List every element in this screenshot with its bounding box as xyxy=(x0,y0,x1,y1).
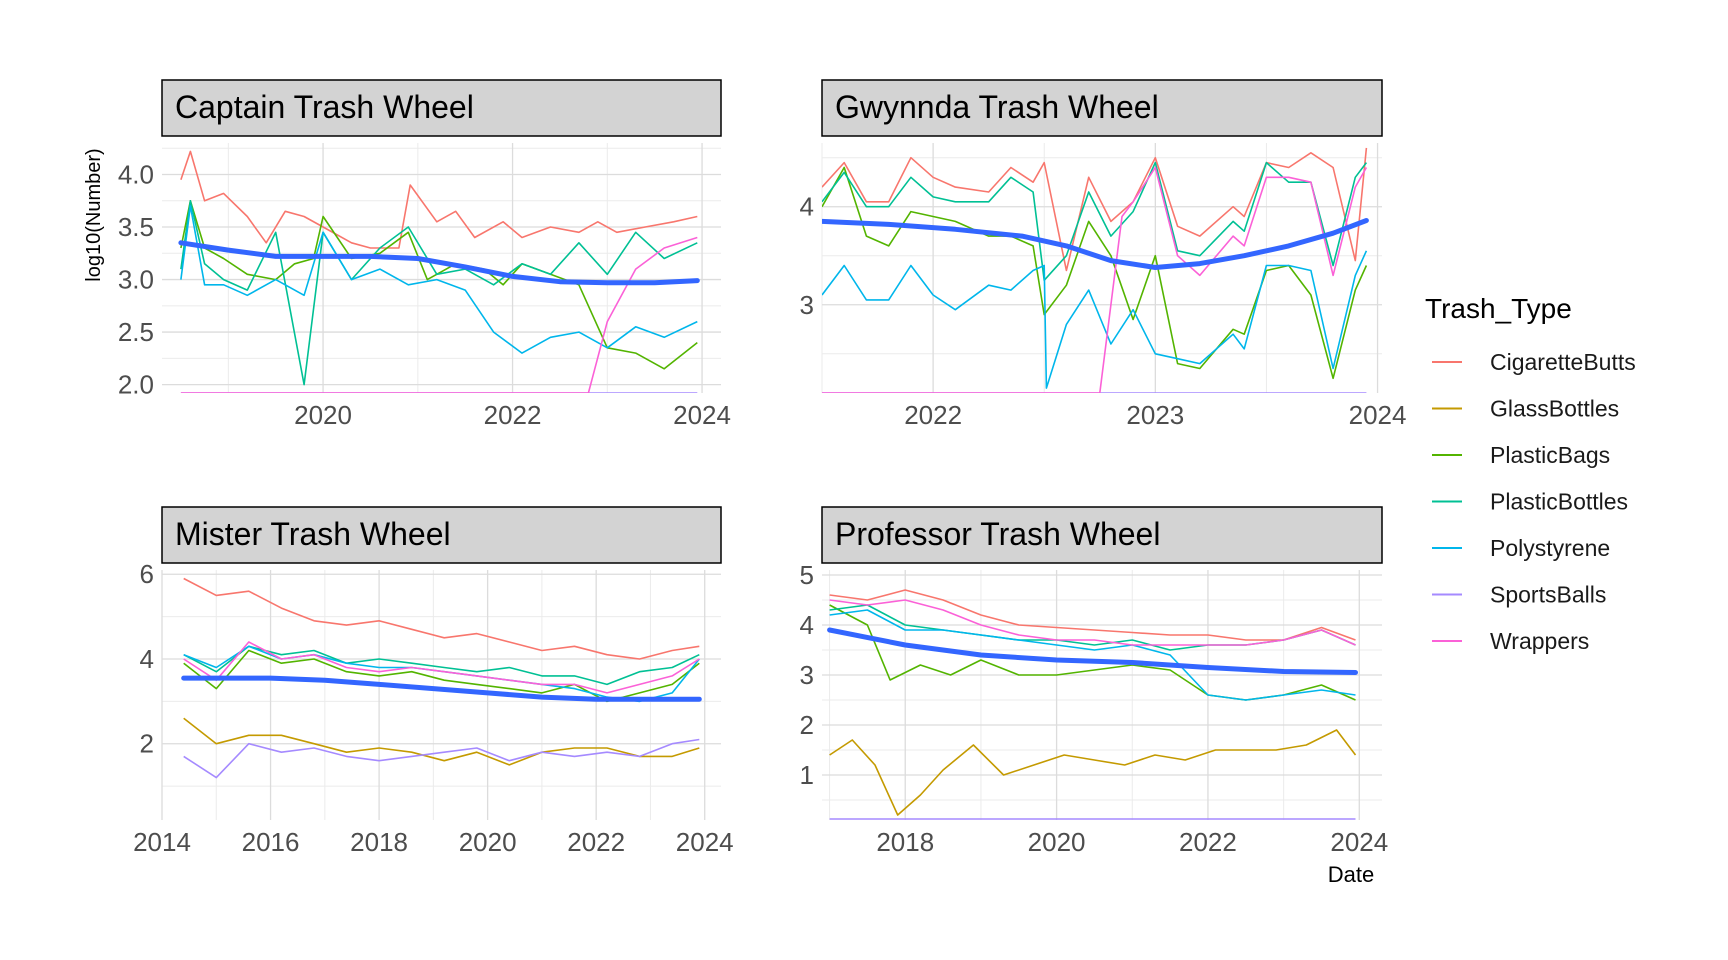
panel-0: Captain Trash Wheel 2.0 2.5 3.0 3.5 4.0 2020 20… xyxy=(118,79,731,430)
series-lines xyxy=(178,150,700,393)
major-grid xyxy=(162,143,721,393)
y-tick-label: 4 xyxy=(800,192,814,222)
strip-title: Gwynnda Trash Wheel xyxy=(835,89,1159,125)
panel-1: Gwynnda Trash Wheel 3 4 2022 2023 2024 xyxy=(800,79,1407,430)
x-tick-label: 2018 xyxy=(876,827,934,857)
x-tick-label: 2024 xyxy=(1330,827,1388,857)
series-line-wrappers xyxy=(180,236,698,393)
strip-background xyxy=(161,79,722,137)
strip-title: Captain Trash Wheel xyxy=(175,89,474,125)
series-line-plasticbottles xyxy=(180,200,698,386)
strip-title: Mister Trash Wheel xyxy=(175,516,451,552)
series-line-cigarettebutts xyxy=(829,589,1356,641)
legend-item-plasticbags: PlasticBags xyxy=(1432,442,1610,468)
x-tick-label: 2022 xyxy=(904,400,962,430)
x-tick-label: 2022 xyxy=(484,400,542,430)
panel-3: Professor Trash Wheel 1 2 3 4 5 2018 2020 2022 20… xyxy=(800,506,1388,857)
series-line-wrappers xyxy=(829,599,1356,646)
series-line-wrappers xyxy=(822,166,1368,393)
y-tick-label: 3 xyxy=(800,290,814,320)
y-tick-label: 4 xyxy=(140,644,154,674)
legend-item-cigarettebutts: CigaretteButts xyxy=(1432,349,1636,375)
y-tick-label: 5 xyxy=(800,560,814,590)
trend-line xyxy=(181,675,702,702)
minor-grid xyxy=(162,143,721,393)
series-line-sportsballs xyxy=(183,738,700,779)
legend: Trash_Type CigaretteButts GlassBottles Pla… xyxy=(1425,293,1636,654)
panel-2: Mister Trash Wheel 2 4 6 2014 2016 2018 2020 202… xyxy=(133,506,734,857)
y-tick-label: 2.0 xyxy=(118,370,154,400)
y-tick-label: 3 xyxy=(800,660,814,690)
minor-grid xyxy=(162,570,721,820)
trend-line xyxy=(827,627,1358,675)
legend-title: Trash_Type xyxy=(1425,293,1572,324)
x-tick-label: 2022 xyxy=(1179,827,1237,857)
series-line-plasticbags xyxy=(822,166,1368,380)
strip-background xyxy=(821,506,1383,564)
major-grid xyxy=(161,570,721,820)
legend-label: CigaretteButts xyxy=(1490,349,1636,375)
y-tick-label: 6 xyxy=(140,559,154,589)
y-tick-label: 3.5 xyxy=(118,212,154,242)
legend-label: Polystyrene xyxy=(1490,535,1610,561)
facet-panels: Captain Trash Wheel 2.0 2.5 3.0 3.5 4.0 2020 20… xyxy=(118,79,1407,857)
y-tick-label: 2 xyxy=(140,729,154,759)
x-tick-label: 2024 xyxy=(676,827,734,857)
x-tick-label: 2020 xyxy=(294,400,352,430)
series-line-wrappers xyxy=(183,641,700,694)
y-tick-label: 4 xyxy=(800,610,814,640)
series-line-polystyrene xyxy=(180,205,698,354)
series-line-polystyrene xyxy=(829,609,1356,701)
legend-items: CigaretteButts GlassBottles PlasticBags Pla… xyxy=(1432,349,1636,654)
x-axis-title: Date xyxy=(1328,862,1374,887)
series-lines xyxy=(827,589,1358,820)
x-tick-label: 2024 xyxy=(1349,400,1407,430)
x-tick-label: 2016 xyxy=(242,827,300,857)
legend-item-polystyrene: Polystyrene xyxy=(1432,535,1610,561)
major-grid xyxy=(822,570,1382,820)
legend-label: Wrappers xyxy=(1490,628,1589,654)
trend-line xyxy=(178,240,700,286)
legend-label: GlassBottles xyxy=(1490,396,1619,422)
y-tick-label: 2.5 xyxy=(118,317,154,347)
series-line-cigarettebutts xyxy=(822,147,1368,272)
x-tick-label: 2024 xyxy=(673,400,731,430)
legend-item-glassbottles: GlassBottles xyxy=(1432,396,1619,422)
legend-label: SportsBalls xyxy=(1490,582,1606,608)
legend-item-sportsballs: SportsBalls xyxy=(1432,582,1606,608)
legend-item-plasticbottles: PlasticBottles xyxy=(1432,489,1628,515)
strip-background xyxy=(821,79,1383,137)
series-line-glassbottles xyxy=(829,729,1357,816)
x-tick-label: 2023 xyxy=(1126,400,1184,430)
legend-item-wrappers: Wrappers xyxy=(1432,628,1589,654)
trend-line xyxy=(822,218,1369,270)
series-line-plasticbottles xyxy=(183,645,700,686)
strip-background xyxy=(161,506,722,564)
x-tick-label: 2014 xyxy=(133,827,191,857)
series-line-cigarettebutts xyxy=(180,150,698,249)
legend-label: PlasticBottles xyxy=(1490,489,1628,515)
strip-title: Professor Trash Wheel xyxy=(835,516,1160,552)
series-line-plasticbags xyxy=(180,200,698,370)
series-lines xyxy=(181,577,702,779)
x-tick-label: 2020 xyxy=(1028,827,1086,857)
x-tick-label: 2018 xyxy=(350,827,408,857)
x-tick-label: 2022 xyxy=(567,827,625,857)
legend-label: PlasticBags xyxy=(1490,442,1610,468)
x-tick-label: 2020 xyxy=(459,827,517,857)
y-tick-label: 1 xyxy=(800,760,814,790)
y-tick-label: 3.0 xyxy=(118,265,154,295)
series-line-polystyrene xyxy=(822,250,1368,389)
y-axis-title: log10(Number) xyxy=(83,148,105,281)
y-tick-label: 2 xyxy=(800,710,814,740)
series-line-cigarettebutts xyxy=(183,577,700,660)
y-tick-label: 4.0 xyxy=(118,160,154,190)
series-line-plasticbottles xyxy=(822,161,1368,282)
series-line-glassbottles xyxy=(183,717,700,766)
series-lines xyxy=(822,147,1369,393)
